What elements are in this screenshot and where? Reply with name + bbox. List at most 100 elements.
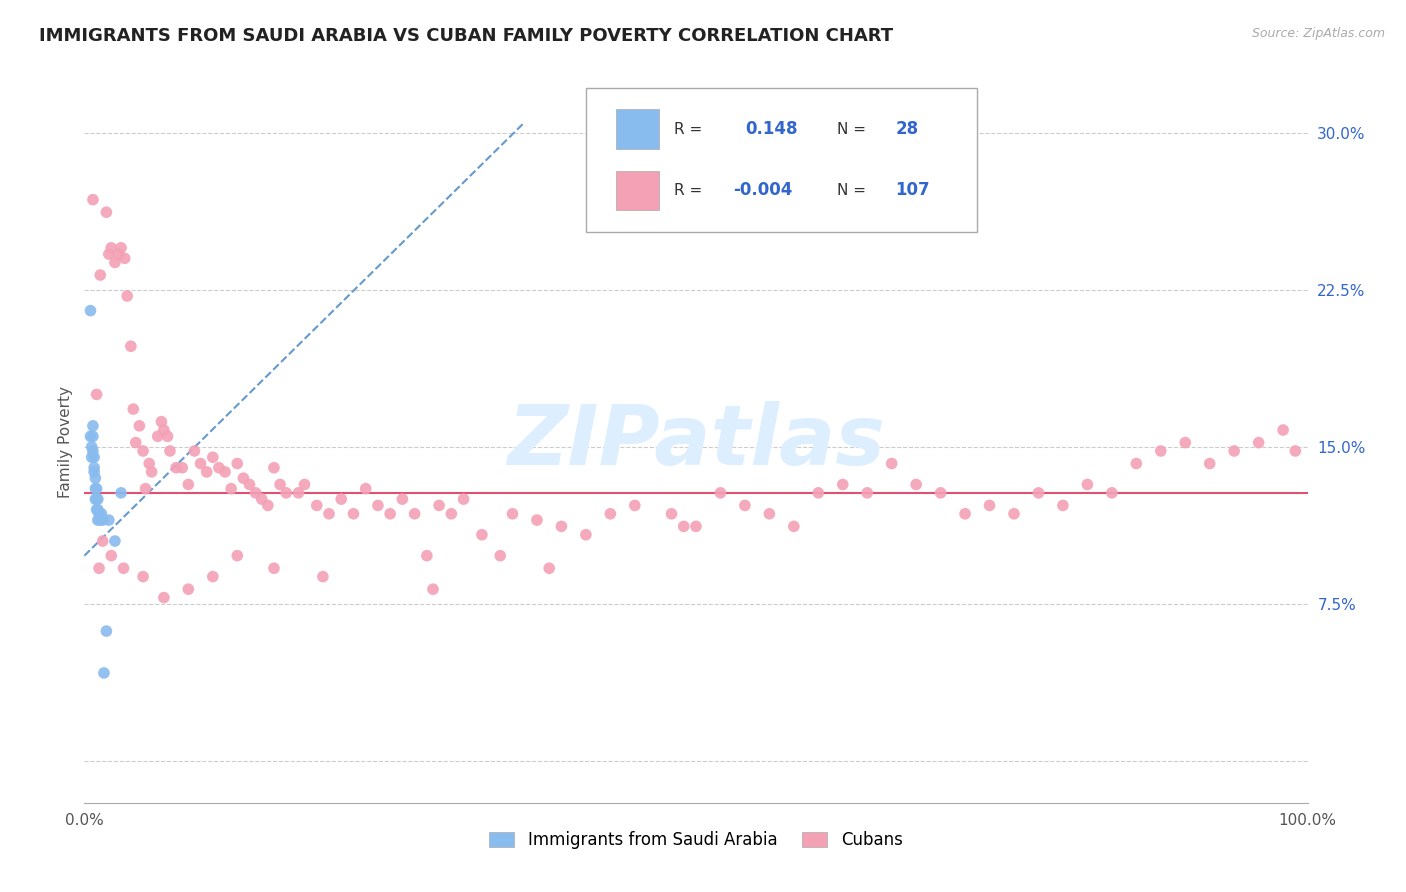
- Point: [1198, 457, 1220, 471]
- Point: [380, 507, 402, 521]
- Point: [342, 507, 364, 521]
- Text: 107: 107: [896, 181, 929, 200]
- Point: [263, 460, 285, 475]
- Point: [404, 507, 426, 521]
- Point: [115, 289, 138, 303]
- FancyBboxPatch shape: [616, 170, 659, 211]
- Point: [427, 499, 450, 513]
- Point: [1247, 435, 1270, 450]
- Text: 28: 28: [896, 120, 918, 138]
- Point: [183, 444, 205, 458]
- Point: [114, 252, 136, 266]
- Point: [89, 513, 111, 527]
- Point: [502, 507, 524, 521]
- Point: [318, 507, 340, 521]
- Point: [87, 561, 110, 575]
- Point: [80, 450, 103, 465]
- Point: [276, 486, 298, 500]
- Point: [110, 241, 132, 255]
- Point: [831, 477, 853, 491]
- FancyBboxPatch shape: [616, 109, 659, 149]
- Text: N =: N =: [837, 121, 866, 136]
- Point: [1223, 444, 1246, 458]
- Point: [86, 502, 108, 516]
- Point: [550, 519, 572, 533]
- Point: [208, 460, 231, 475]
- Point: [672, 519, 695, 533]
- Point: [440, 507, 463, 521]
- Point: [91, 513, 114, 527]
- Point: [1284, 444, 1306, 458]
- Point: [269, 477, 291, 491]
- Point: [90, 507, 112, 521]
- Text: N =: N =: [837, 183, 866, 198]
- Point: [312, 569, 335, 583]
- Point: [96, 205, 118, 219]
- Point: [201, 569, 224, 583]
- Point: [107, 247, 129, 261]
- Point: [159, 444, 181, 458]
- Point: [599, 507, 621, 521]
- Point: [100, 549, 122, 563]
- Point: [226, 457, 249, 471]
- Point: [150, 415, 173, 429]
- Point: [86, 387, 108, 401]
- Point: [575, 527, 598, 541]
- Point: [1150, 444, 1173, 458]
- Point: [86, 492, 108, 507]
- Point: [87, 513, 110, 527]
- Text: 0.148: 0.148: [745, 120, 797, 138]
- Point: [709, 486, 731, 500]
- Point: [263, 561, 285, 575]
- Point: [758, 507, 780, 521]
- Point: [125, 435, 148, 450]
- Point: [661, 507, 683, 521]
- Point: [201, 450, 224, 465]
- Point: [685, 519, 707, 533]
- Point: [177, 477, 200, 491]
- Text: Source: ZipAtlas.com: Source: ZipAtlas.com: [1251, 27, 1385, 40]
- Point: [453, 492, 475, 507]
- Point: [91, 534, 114, 549]
- Point: [177, 582, 200, 597]
- Point: [141, 465, 163, 479]
- Point: [82, 418, 104, 433]
- Point: [79, 429, 101, 443]
- Point: [905, 477, 928, 491]
- Legend: Immigrants from Saudi Arabia, Cubans: Immigrants from Saudi Arabia, Cubans: [482, 824, 910, 856]
- Text: R =: R =: [673, 183, 702, 198]
- Point: [305, 499, 328, 513]
- Point: [471, 527, 494, 541]
- Point: [287, 486, 309, 500]
- Point: [979, 499, 1001, 513]
- Point: [83, 450, 105, 465]
- Point: [219, 482, 242, 496]
- Point: [82, 444, 104, 458]
- Point: [146, 429, 169, 443]
- Point: [82, 193, 104, 207]
- Point: [354, 482, 377, 496]
- Point: [391, 492, 413, 507]
- Point: [190, 457, 212, 471]
- Point: [132, 569, 155, 583]
- Point: [87, 492, 110, 507]
- Text: -0.004: -0.004: [733, 181, 792, 200]
- Point: [97, 513, 120, 527]
- Point: [84, 471, 107, 485]
- Point: [250, 492, 273, 507]
- Point: [104, 534, 127, 549]
- Point: [1272, 423, 1295, 437]
- Point: [238, 477, 260, 491]
- Point: [807, 486, 830, 500]
- Point: [783, 519, 806, 533]
- Y-axis label: Family Poverty: Family Poverty: [58, 385, 73, 498]
- Point: [214, 465, 236, 479]
- Point: [89, 268, 111, 282]
- Point: [422, 582, 444, 597]
- Point: [1028, 486, 1050, 500]
- Point: [87, 502, 110, 516]
- Point: [1076, 477, 1098, 491]
- Point: [79, 303, 101, 318]
- Point: [84, 482, 107, 496]
- Point: [226, 549, 249, 563]
